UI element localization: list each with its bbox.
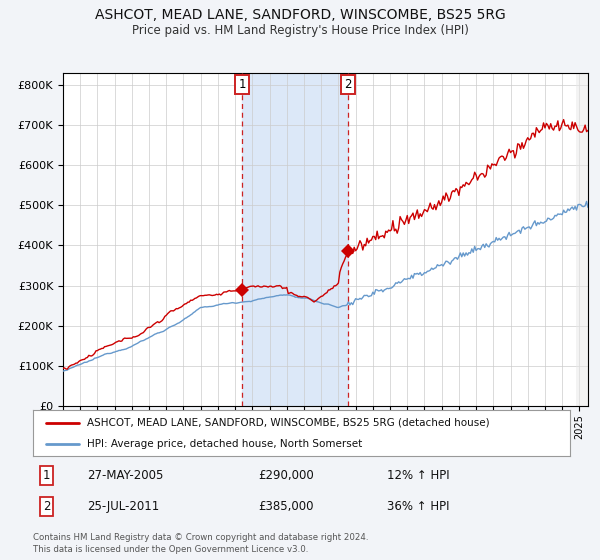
Text: 2: 2 — [344, 78, 352, 91]
Polygon shape — [577, 73, 588, 406]
Text: 12% ↑ HPI: 12% ↑ HPI — [388, 469, 450, 482]
Text: ASHCOT, MEAD LANE, SANDFORD, WINSCOMBE, BS25 5RG (detached house): ASHCOT, MEAD LANE, SANDFORD, WINSCOMBE, … — [87, 418, 490, 428]
Text: £385,000: £385,000 — [259, 500, 314, 512]
Text: 25-JUL-2011: 25-JUL-2011 — [87, 500, 159, 512]
Text: 1: 1 — [238, 78, 246, 91]
Text: Price paid vs. HM Land Registry's House Price Index (HPI): Price paid vs. HM Land Registry's House … — [131, 24, 469, 36]
Text: ASHCOT, MEAD LANE, SANDFORD, WINSCOMBE, BS25 5RG: ASHCOT, MEAD LANE, SANDFORD, WINSCOMBE, … — [95, 8, 505, 22]
Text: £290,000: £290,000 — [259, 469, 314, 482]
Bar — [242, 73, 348, 406]
Text: Contains HM Land Registry data © Crown copyright and database right 2024.
This d: Contains HM Land Registry data © Crown c… — [33, 533, 368, 554]
Text: 1: 1 — [43, 469, 50, 482]
Text: 27-MAY-2005: 27-MAY-2005 — [87, 469, 163, 482]
Text: HPI: Average price, detached house, North Somerset: HPI: Average price, detached house, Nort… — [87, 439, 362, 449]
Text: 2: 2 — [43, 500, 50, 512]
Bar — [580, 73, 588, 406]
Text: 36% ↑ HPI: 36% ↑ HPI — [388, 500, 450, 512]
